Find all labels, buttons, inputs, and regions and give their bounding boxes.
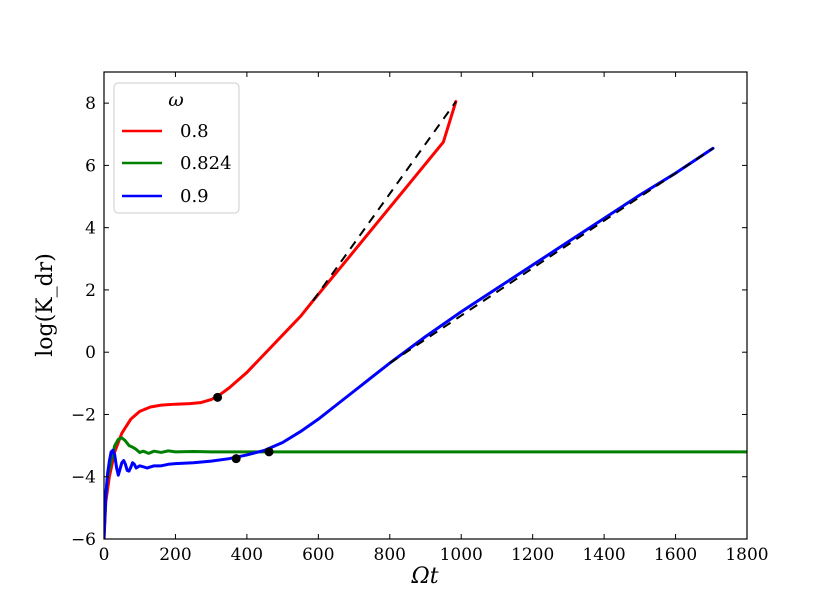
x-axis-label: Ωt [410, 564, 438, 589]
x-tick-label: 0 [99, 545, 110, 565]
x-tick-label: 200 [159, 545, 191, 565]
plot-frame [103, 71, 748, 540]
legend-label-2: 0.9 [180, 186, 209, 207]
marker-point-1 [264, 447, 274, 457]
legend: ω 0.8 0.824 0.9 [113, 82, 240, 214]
legend-title: ω [168, 89, 184, 111]
x-tick-label: 800 [374, 545, 406, 565]
y-tick-label: 6 [85, 156, 96, 176]
y-tick-label: −2 [71, 405, 96, 425]
fit-line-2 [389, 147, 714, 364]
legend-label-0: 0.8 [180, 121, 209, 142]
legend-label-1: 0.824 [180, 153, 232, 174]
x-tick-label: 1800 [725, 545, 768, 565]
x-tick-label: 1000 [440, 545, 483, 565]
x-tick-label: 600 [302, 545, 334, 565]
x-tick-label: 1200 [511, 545, 554, 565]
marker-point-2 [231, 454, 241, 464]
series-layer [104, 100, 747, 539]
marker-point-0 [213, 392, 223, 402]
y-tick-label: −4 [71, 468, 96, 488]
x-tick-label: 1400 [582, 545, 625, 565]
y-tick-label: 2 [85, 281, 96, 301]
y-tick-label: 4 [85, 219, 96, 239]
tick-layer: 0 200 400 600 800 1000 1200 1400 1600 1800 −6 −4 −2 0… [71, 72, 769, 565]
y-axis-label: log(K_dr) [33, 253, 58, 357]
y-tick-label: 8 [85, 94, 96, 114]
y-tick-label: −6 [71, 530, 96, 550]
marker-layer [213, 392, 274, 464]
series-line-0 [104, 100, 458, 539]
legend-box [113, 82, 240, 214]
x-tick-label: 400 [231, 545, 263, 565]
series-line-1 [104, 436, 747, 538]
series-line-2 [104, 146, 715, 539]
x-tick-label: 1600 [654, 545, 697, 565]
fit-line-0 [312, 100, 457, 302]
y-tick-label: 0 [85, 343, 96, 363]
